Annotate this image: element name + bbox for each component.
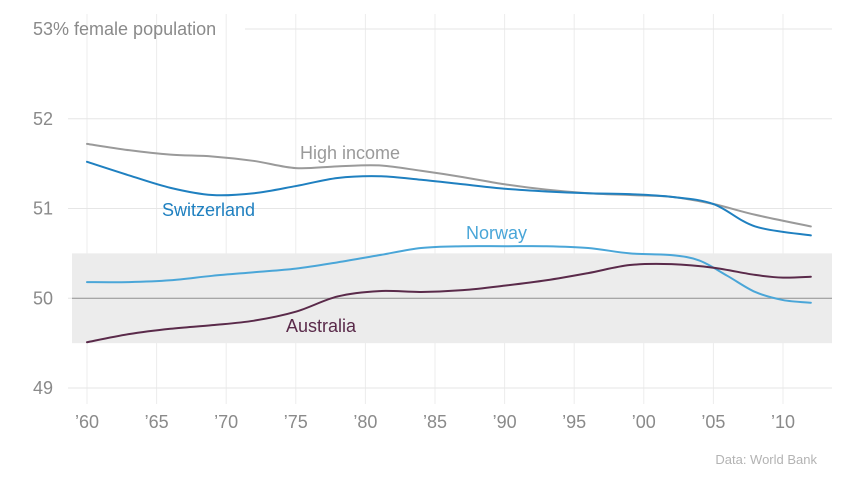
x-tick-label: ’95: [562, 412, 586, 432]
x-tick-label: ’80: [353, 412, 377, 432]
series-lines: [86, 142, 812, 344]
shaded-band: [72, 253, 832, 344]
x-tick-label: ’05: [701, 412, 725, 432]
y-tick-label: 50: [33, 288, 53, 308]
y-axis-ticks: 49 50 51 52 53% female population: [33, 19, 216, 398]
x-tick-label: ’75: [284, 412, 308, 432]
source-note: Data: World Bank: [715, 452, 817, 467]
y-tick-label: 49: [33, 378, 53, 398]
x-tick-label: ’85: [423, 412, 447, 432]
series-label-high-income: High income: [300, 143, 400, 163]
series-line-switzerland: [86, 160, 812, 237]
x-tick-label: ’70: [214, 412, 238, 432]
x-tick-label: ’65: [145, 412, 169, 432]
x-tick-label: ’00: [632, 412, 656, 432]
series-label-switzerland: Switzerland: [162, 200, 255, 220]
x-tick-label: ’10: [771, 412, 795, 432]
x-tick-label: ’90: [493, 412, 517, 432]
series-line-australia: [86, 262, 812, 344]
x-axis-ticks: ’60 ’65 ’70 ’75 ’80 ’85 ’90 ’95 ’00 ’05 ’10: [75, 412, 795, 432]
y-tick-label: 51: [33, 199, 53, 219]
x-tick-label: ’60: [75, 412, 99, 432]
y-tick-label: 52: [33, 109, 53, 129]
series-line-norway: [86, 245, 812, 304]
series-labels: High income Switzerland Norway Australia: [162, 143, 527, 336]
series-label-australia: Australia: [286, 316, 357, 336]
y-tick-label: 53% female population: [33, 19, 216, 39]
series-label-norway: Norway: [466, 223, 527, 243]
